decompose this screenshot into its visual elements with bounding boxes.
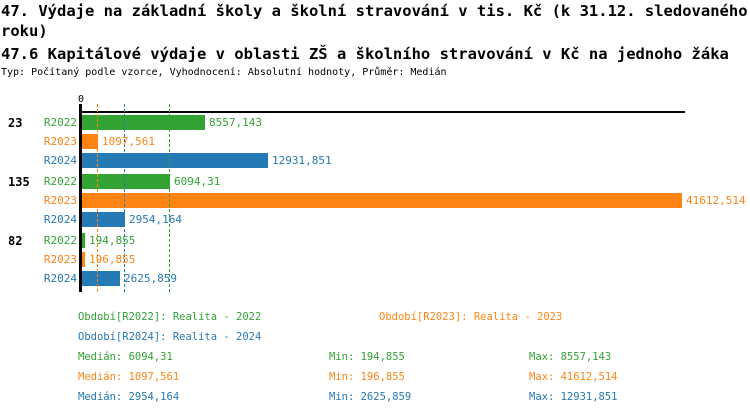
stat-median-r2023: Medián: 1097,561 xyxy=(78,371,180,383)
series-label-R2022-135: R2022 xyxy=(43,175,77,188)
bar-value-label-R2024-82: 2625,859 xyxy=(124,272,177,285)
bar-R2024-group-135 xyxy=(82,212,125,227)
bar-value-label-R2023-135: 41612,514 xyxy=(686,194,746,207)
median-line-R2022 xyxy=(169,104,170,292)
stat-max-r2022: Max: 8557,143 xyxy=(529,351,612,363)
bar-R2023-group-82 xyxy=(82,252,85,267)
series-label-R2023-23: R2023 xyxy=(43,135,77,148)
stat-min-r2024: Min: 2625,859 xyxy=(329,391,412,403)
bar-value-label-R2023-23: 1097,561 xyxy=(102,135,155,148)
bar-R2024-group-82 xyxy=(82,271,120,286)
stat-median-r2022: Medián: 6094,31 xyxy=(78,351,173,363)
bar-value-label-R2023-82: 196,855 xyxy=(89,253,136,266)
series-label-R2024-23: R2024 xyxy=(43,154,77,167)
category-axis-line xyxy=(79,104,82,292)
bar-R2022-group-82 xyxy=(82,233,85,248)
series-label-R2022-82: R2022 xyxy=(43,234,77,247)
group-label-135: 135 xyxy=(8,175,30,189)
bar-R2022-group-135 xyxy=(82,174,170,189)
legend-item-r2024: Období[R2024]: Realita - 2024 xyxy=(78,331,262,343)
stat-max-r2023: Max: 41612,514 xyxy=(529,371,618,383)
bar-R2023-group-23 xyxy=(82,134,98,149)
series-label-R2023-82: R2023 xyxy=(43,253,77,266)
chart-meta-line: Typ: Počítaný podle vzorce, Vyhodnocení:… xyxy=(1,67,447,78)
chart-subtitle: 47.6 Kapitálové výdaje v oblasti ZŠ a šk… xyxy=(1,45,729,63)
bar-R2022-group-23 xyxy=(82,115,205,130)
bar-R2023-group-135 xyxy=(82,193,682,208)
legend-item-r2022: Období[R2022]: Realita - 2022 xyxy=(78,311,262,323)
stat-min-r2023: Min: 196,855 xyxy=(329,371,405,383)
series-label-R2024-135: R2024 xyxy=(43,213,77,226)
bar-value-label-R2022-82: 194,855 xyxy=(89,234,136,247)
stat-median-r2024: Medián: 2954,164 xyxy=(78,391,180,403)
legend-item-r2023: Období[R2023]: Realita - 2023 xyxy=(379,311,563,323)
group-label-82: 82 xyxy=(8,234,23,248)
page-title-line1: 47. Výdaje na základní školy a školní st… xyxy=(1,2,748,20)
series-label-R2023-135: R2023 xyxy=(43,194,77,207)
stat-min-r2022: Min: 194,855 xyxy=(329,351,405,363)
stat-max-r2024: Max: 12931,851 xyxy=(529,391,618,403)
zero-tick-label: 0 xyxy=(77,94,85,105)
bar-value-label-R2022-135: 6094,31 xyxy=(174,175,221,188)
group-label-23: 23 xyxy=(8,116,23,130)
bar-value-label-R2024-135: 2954,164 xyxy=(129,213,182,226)
page-title-line2: roku) xyxy=(1,22,48,40)
value-axis-line xyxy=(79,111,685,113)
median-line-R2023 xyxy=(97,104,98,292)
bar-R2024-group-23 xyxy=(82,153,268,168)
series-label-R2022-23: R2022 xyxy=(43,116,77,129)
bar-value-label-R2024-23: 12931,851 xyxy=(272,154,332,167)
series-label-R2024-82: R2024 xyxy=(43,272,77,285)
median-line-R2024 xyxy=(124,104,125,292)
bar-value-label-R2022-23: 8557,143 xyxy=(209,116,262,129)
